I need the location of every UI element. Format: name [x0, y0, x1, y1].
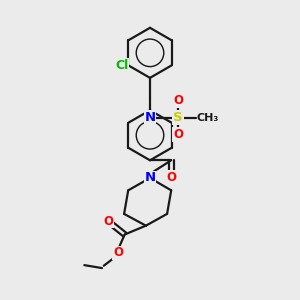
Text: O: O — [166, 171, 176, 184]
Text: N: N — [144, 111, 156, 124]
Text: N: N — [144, 172, 156, 184]
Text: O: O — [173, 94, 183, 107]
Text: CH₃: CH₃ — [197, 112, 219, 123]
Text: O: O — [103, 215, 113, 228]
Text: Cl: Cl — [115, 59, 128, 72]
Text: O: O — [166, 171, 176, 184]
Text: N: N — [144, 172, 156, 184]
Text: O: O — [173, 128, 183, 141]
Text: N: N — [144, 111, 156, 124]
Text: O: O — [113, 246, 123, 259]
Text: O: O — [113, 246, 123, 259]
Text: O: O — [173, 128, 183, 141]
Text: O: O — [103, 215, 113, 228]
Text: S: S — [173, 111, 183, 124]
Text: Cl: Cl — [115, 59, 128, 72]
Text: O: O — [173, 94, 183, 107]
Text: S: S — [173, 111, 183, 124]
